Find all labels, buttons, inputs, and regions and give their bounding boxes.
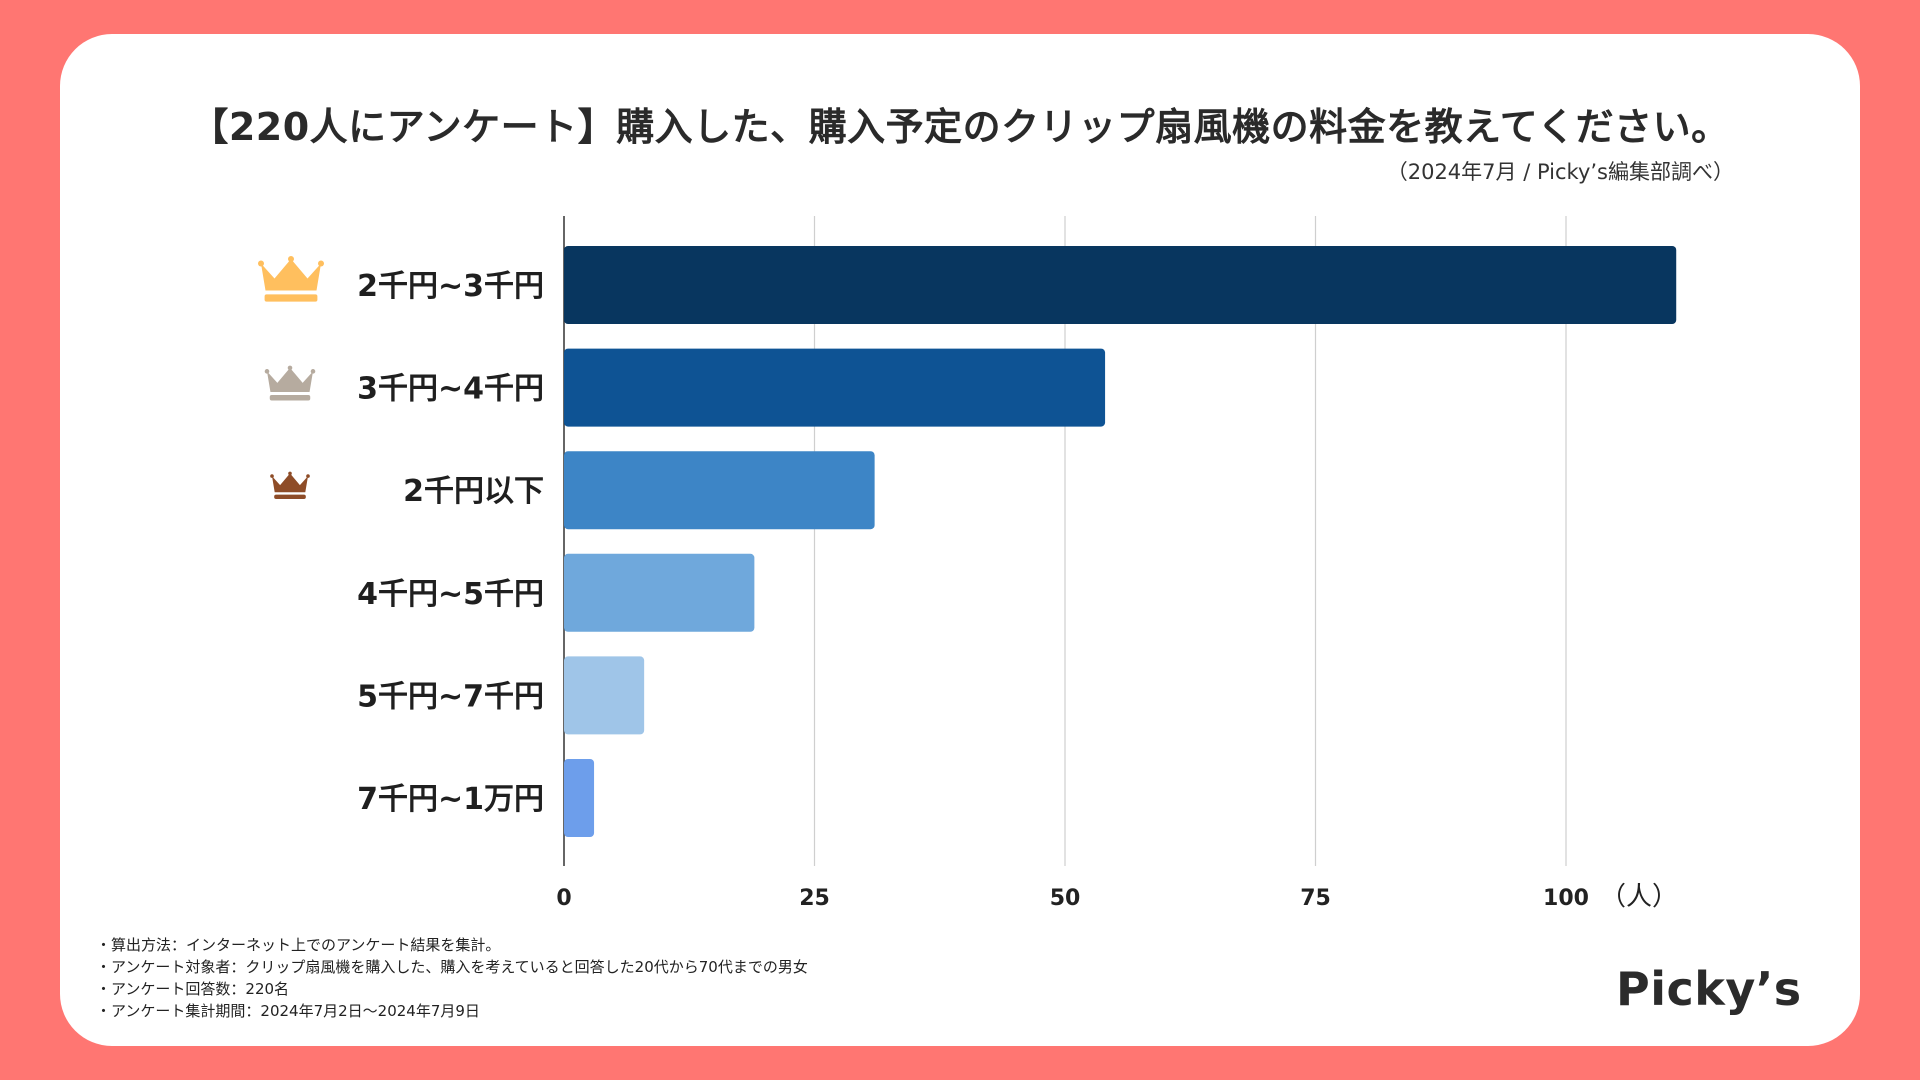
x-tick-label: 50 xyxy=(1050,886,1081,911)
crown-icon xyxy=(306,474,310,478)
crown-icon xyxy=(264,369,270,374)
category-label: 5千円~7千円 xyxy=(357,679,544,714)
crown-icon xyxy=(310,369,316,374)
chart-title: 【220人にアンケート】購入した、購入予定のクリップ扇風機の料金を教えてください… xyxy=(190,105,1730,149)
chart-source: （2024年7月 / Picky’s編集部調べ） xyxy=(1386,160,1734,184)
footnote-count: ・アンケート回答数：220名 xyxy=(96,980,290,998)
x-axis-unit: （人） xyxy=(1600,882,1678,912)
bar xyxy=(564,553,755,632)
footnote-period: ・アンケート集計期間：2024年7月2日〜2024年7月9日 xyxy=(96,1002,480,1020)
crown-icon xyxy=(270,474,274,478)
crown-icon xyxy=(274,494,306,499)
brand-logo: Picky’s xyxy=(1616,962,1802,1016)
x-tick-label: 25 xyxy=(799,886,830,911)
crown-icon xyxy=(269,395,311,401)
footnotes: ・算出方法：インターネット上でのアンケート結果を集計。 ・アンケート対象者：クリ… xyxy=(96,934,808,1022)
category-label: 2千円~3千円 xyxy=(357,269,544,304)
category-label: 7千円~1万円 xyxy=(357,782,544,817)
crown-icon xyxy=(287,365,293,371)
crown-icon xyxy=(272,473,308,493)
bar xyxy=(564,451,875,530)
chart-card xyxy=(60,34,1860,1046)
x-tick-label: 75 xyxy=(1300,886,1331,911)
category-label: 2千円以下 xyxy=(403,474,544,509)
x-tick-label: 0 xyxy=(556,886,571,911)
category-label: 4千円~5千円 xyxy=(357,577,544,612)
crown-icon xyxy=(288,256,294,262)
x-tick-label: 100 xyxy=(1543,886,1589,911)
crown-icon xyxy=(267,367,313,393)
crown-icon xyxy=(288,471,292,476)
crown-icon xyxy=(264,294,318,302)
footnote-method: ・算出方法：インターネット上でのアンケート結果を集計。 xyxy=(96,936,501,954)
crown-icon xyxy=(258,260,264,267)
bar xyxy=(564,759,595,837)
bar xyxy=(564,656,645,735)
bar xyxy=(564,246,1677,324)
bar xyxy=(564,348,1106,427)
category-label: 3千円~4千円 xyxy=(357,372,544,407)
crown-icon xyxy=(261,259,321,291)
crown-icon xyxy=(318,260,324,267)
footnote-target: ・アンケート対象者：クリップ扇風機を購入した、購入を考えていると回答した20代か… xyxy=(96,958,808,976)
